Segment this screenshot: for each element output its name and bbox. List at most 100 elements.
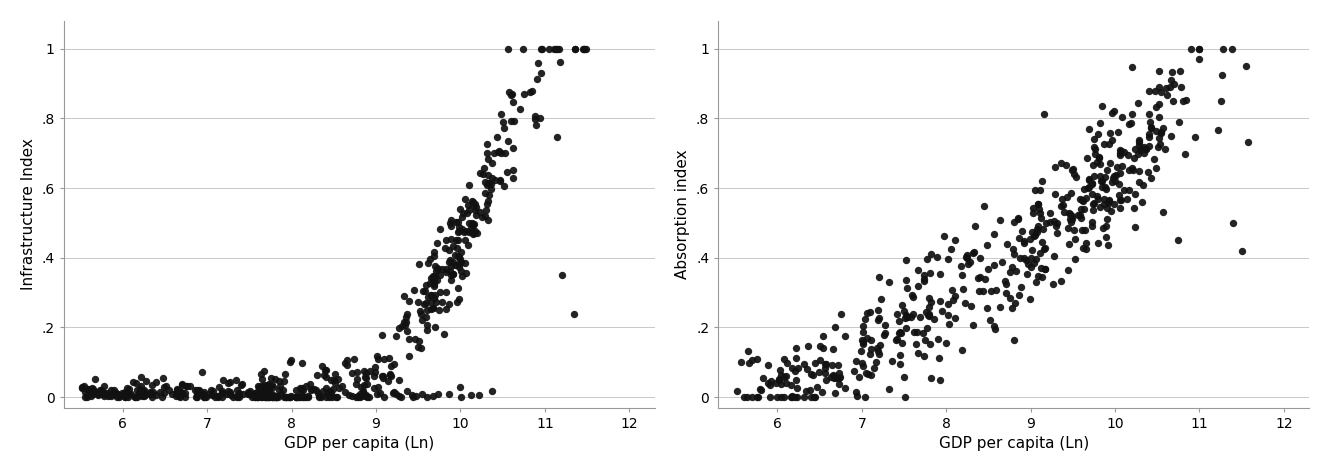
Point <box>481 388 503 395</box>
Point <box>366 391 387 398</box>
Point <box>805 359 826 367</box>
Point <box>424 262 446 270</box>
Point <box>1079 176 1100 184</box>
Point <box>1059 209 1080 217</box>
Point <box>1056 193 1077 201</box>
Point <box>254 392 275 399</box>
Point <box>116 389 137 397</box>
Point <box>1009 254 1031 262</box>
Point <box>849 373 870 381</box>
Point <box>1013 254 1035 262</box>
Point <box>168 391 189 399</box>
Point <box>468 391 489 399</box>
Point <box>746 355 767 362</box>
Point <box>920 250 942 258</box>
Point <box>367 356 388 363</box>
Point <box>242 393 263 401</box>
Point <box>950 262 971 270</box>
Point <box>896 313 918 320</box>
Point <box>226 393 247 401</box>
Point <box>1047 229 1068 236</box>
Point <box>253 381 274 389</box>
Point <box>348 393 370 401</box>
Point <box>464 200 485 208</box>
Point <box>895 312 916 319</box>
Point <box>451 248 472 255</box>
Point <box>1071 215 1092 222</box>
Point <box>1060 189 1081 196</box>
Point <box>452 210 473 217</box>
Point <box>448 295 469 303</box>
Point <box>891 301 912 309</box>
Point <box>1113 148 1134 155</box>
Point <box>484 150 505 157</box>
Point <box>940 245 962 253</box>
Point <box>920 375 942 382</box>
Point <box>504 118 525 125</box>
Point <box>440 222 462 229</box>
Point <box>84 388 105 396</box>
Point <box>807 383 829 391</box>
Point <box>257 389 278 397</box>
Point <box>1072 244 1093 252</box>
Point <box>261 374 282 382</box>
Point <box>420 291 442 298</box>
Point <box>746 393 767 401</box>
Point <box>1057 225 1079 232</box>
Point <box>193 393 214 401</box>
Point <box>512 45 533 52</box>
Point <box>781 393 802 401</box>
Point <box>108 393 129 401</box>
Point <box>475 178 496 185</box>
Point <box>166 387 188 394</box>
Point <box>416 393 438 400</box>
Point <box>501 175 523 182</box>
Point <box>1150 88 1172 95</box>
Point <box>809 369 830 376</box>
Point <box>156 382 177 390</box>
Point <box>451 225 472 232</box>
Point <box>846 388 867 396</box>
Point <box>882 357 903 364</box>
Point <box>1027 272 1048 279</box>
Point <box>853 328 874 335</box>
Point <box>1093 174 1115 181</box>
Point <box>462 222 483 229</box>
Point <box>455 269 476 276</box>
Point <box>101 390 122 397</box>
Point <box>1003 218 1024 226</box>
Point <box>1039 219 1060 226</box>
Point <box>106 393 128 401</box>
Point <box>962 249 983 257</box>
Point <box>896 313 918 320</box>
Point <box>1081 190 1103 197</box>
Point <box>1124 204 1145 212</box>
Point <box>431 265 452 272</box>
Point <box>1222 45 1244 52</box>
Point <box>794 393 815 401</box>
Point <box>465 203 487 211</box>
Point <box>423 274 444 281</box>
Point <box>447 298 468 305</box>
Point <box>440 219 462 227</box>
Point <box>359 367 380 375</box>
Point <box>1128 178 1149 185</box>
Point <box>279 393 301 401</box>
Point <box>1079 126 1100 133</box>
Point <box>951 271 972 278</box>
Point <box>888 317 910 325</box>
Point <box>1072 197 1093 204</box>
Point <box>890 351 911 358</box>
Point <box>444 261 466 269</box>
Point <box>829 369 850 377</box>
Point <box>513 90 535 98</box>
Point <box>378 377 399 385</box>
Point <box>757 379 778 387</box>
Point <box>774 393 795 401</box>
Point <box>428 306 450 313</box>
Point <box>935 339 956 346</box>
Point <box>753 374 774 382</box>
Point <box>477 216 499 224</box>
Point <box>169 388 190 396</box>
Point <box>302 385 323 393</box>
